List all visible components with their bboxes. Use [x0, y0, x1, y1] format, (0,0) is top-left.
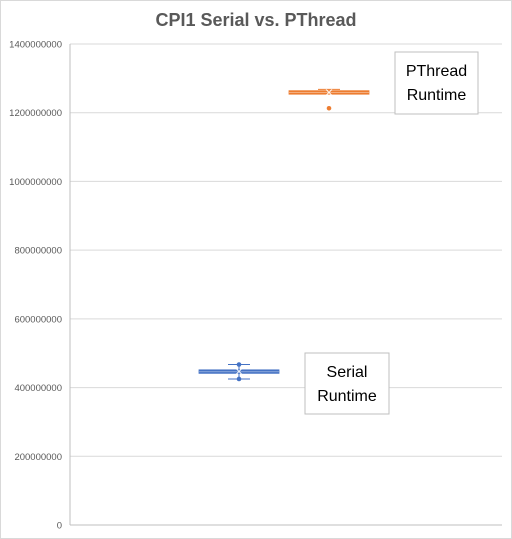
outlier-point	[236, 376, 242, 382]
annotation-text: Runtime	[317, 388, 377, 405]
y-tick-label: 200000000	[14, 452, 62, 463]
y-tick-label: 1200000000	[9, 108, 62, 119]
y-tick-label: 1400000000	[9, 40, 62, 51]
mean-marker	[325, 89, 333, 96]
chart-title: CPI1 Serial vs. PThread	[155, 10, 356, 30]
annotation-frame	[394, 51, 479, 115]
outlier-point	[236, 362, 242, 367]
annotation-frame	[304, 352, 390, 415]
annotation-text: Runtime	[407, 87, 467, 104]
y-tick-label: 0	[57, 521, 62, 532]
mean-marker	[235, 368, 243, 375]
box-series	[288, 88, 370, 111]
y-tick-label: 1000000000	[9, 177, 62, 188]
y-tick-label: 400000000	[14, 383, 62, 394]
box-plots	[198, 88, 370, 382]
y-tick-label: 600000000	[14, 314, 62, 325]
annotation-text: PThread	[406, 63, 467, 80]
annotation-box: Serial Runtime	[304, 352, 390, 415]
box-series	[198, 362, 280, 382]
annotation-box: PThread Runtime	[394, 51, 479, 115]
annotations: PThread Runtime Serial Runtime	[304, 51, 479, 415]
y-tick-label: 800000000	[14, 246, 62, 257]
y-axis-tick-labels: 0 200000000 400000000 600000000 800000000 100…	[9, 40, 62, 532]
annotation-text: Serial	[327, 364, 368, 381]
outlier-point	[326, 105, 332, 111]
